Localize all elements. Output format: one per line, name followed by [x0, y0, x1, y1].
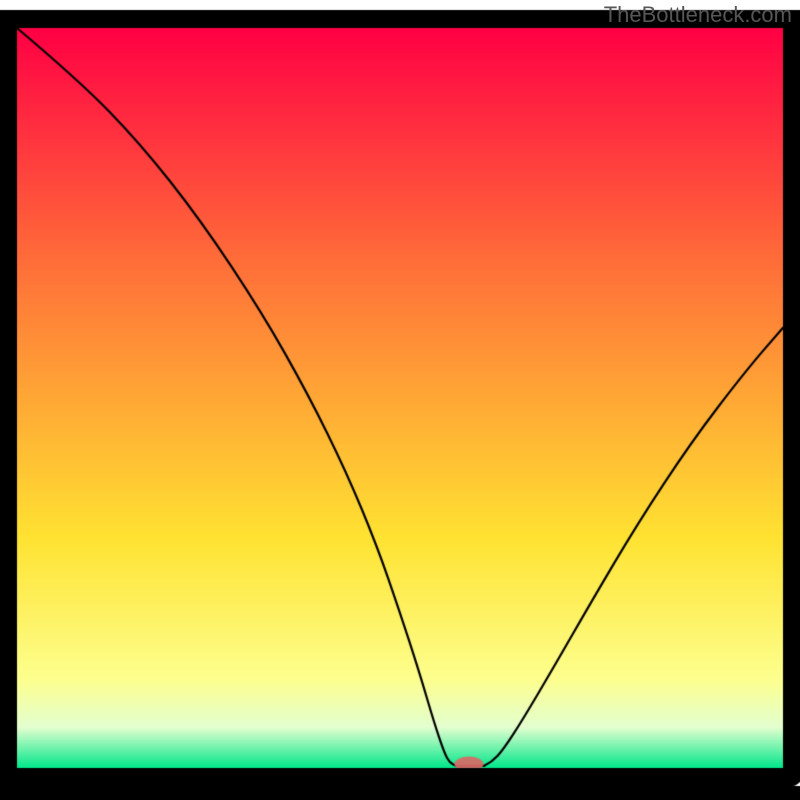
attribution-text: TheBottleneck.com: [604, 2, 792, 28]
